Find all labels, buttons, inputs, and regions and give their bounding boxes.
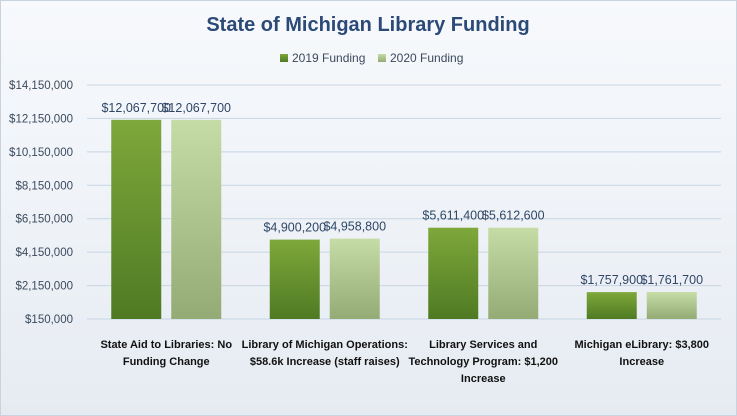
y-tick-label: $14,150,000 xyxy=(9,80,73,92)
category-label-line: Library of Michigan Operations: xyxy=(242,339,408,351)
y-tick-label: $150,000 xyxy=(25,314,73,326)
y-tick-label: $8,150,000 xyxy=(15,180,73,192)
y-tick-label: $4,150,000 xyxy=(15,247,73,259)
data-label: $4,958,800 xyxy=(323,220,386,234)
category-label: Library of Michigan Operations: $58.6k In… xyxy=(242,339,408,368)
category-label-line: Technology Program: $1,200 xyxy=(408,356,558,368)
y-axis: $150,000 $2,150,000 $4,150,000 $6,150,000 $8… xyxy=(9,80,73,326)
category-label-line: Funding Change xyxy=(123,356,210,368)
chart-title: State of Michigan Library Funding xyxy=(206,14,529,36)
y-tick-label: $10,150,000 xyxy=(9,147,73,159)
y-tick-label: $6,150,000 xyxy=(15,214,73,226)
data-label: $5,612,600 xyxy=(482,209,545,223)
bar-series-2 xyxy=(329,238,380,319)
bar-series-1 xyxy=(269,239,320,319)
data-labels: $12,067,700$12,067,700 $4,900,200$4,958,8… xyxy=(101,101,703,287)
category-label-line: State Aid to Libraries: No xyxy=(100,339,232,351)
bar-series-2 xyxy=(646,292,697,319)
bar-series-1 xyxy=(586,292,637,319)
legend-swatch xyxy=(378,54,386,62)
legend-swatch xyxy=(280,54,288,62)
x-axis: State Aid to Libraries: No Funding Change… xyxy=(100,339,709,385)
data-label: $4,900,200 xyxy=(263,221,326,235)
y-tick-label: $2,150,000 xyxy=(15,281,73,293)
category-label: State Aid to Libraries: No Funding Change xyxy=(100,339,232,368)
y-tick-label: $12,150,000 xyxy=(9,113,73,125)
category-label-line: $58.6k Increase (staff raises) xyxy=(250,356,400,368)
legend: 2019 Funding 2020 Funding xyxy=(280,51,463,65)
category-label-line: Increase xyxy=(461,373,506,385)
category-label-line: Michigan eLibrary: $3,800 xyxy=(575,339,710,351)
data-label: $1,757,900 xyxy=(580,273,643,287)
bar-series-2 xyxy=(488,227,539,319)
data-label: $12,067,700 xyxy=(161,101,231,115)
legend-label: 2019 Funding xyxy=(292,51,365,65)
category-label: Library Services and Technology Program: … xyxy=(408,339,558,385)
bars xyxy=(111,119,697,319)
bar-series-2 xyxy=(171,119,222,319)
category-label-line: Library Services and xyxy=(429,339,537,351)
bar-series-1 xyxy=(111,119,162,319)
data-label: $12,067,700 xyxy=(101,101,171,115)
data-label: $1,761,700 xyxy=(640,273,703,287)
data-label: $5,611,400 xyxy=(422,209,484,223)
category-label-line: Increase xyxy=(619,356,664,368)
category-label: Michigan eLibrary: $3,800 Increase xyxy=(575,339,710,368)
bar-series-1 xyxy=(428,227,479,319)
legend-label: 2020 Funding xyxy=(390,51,463,65)
